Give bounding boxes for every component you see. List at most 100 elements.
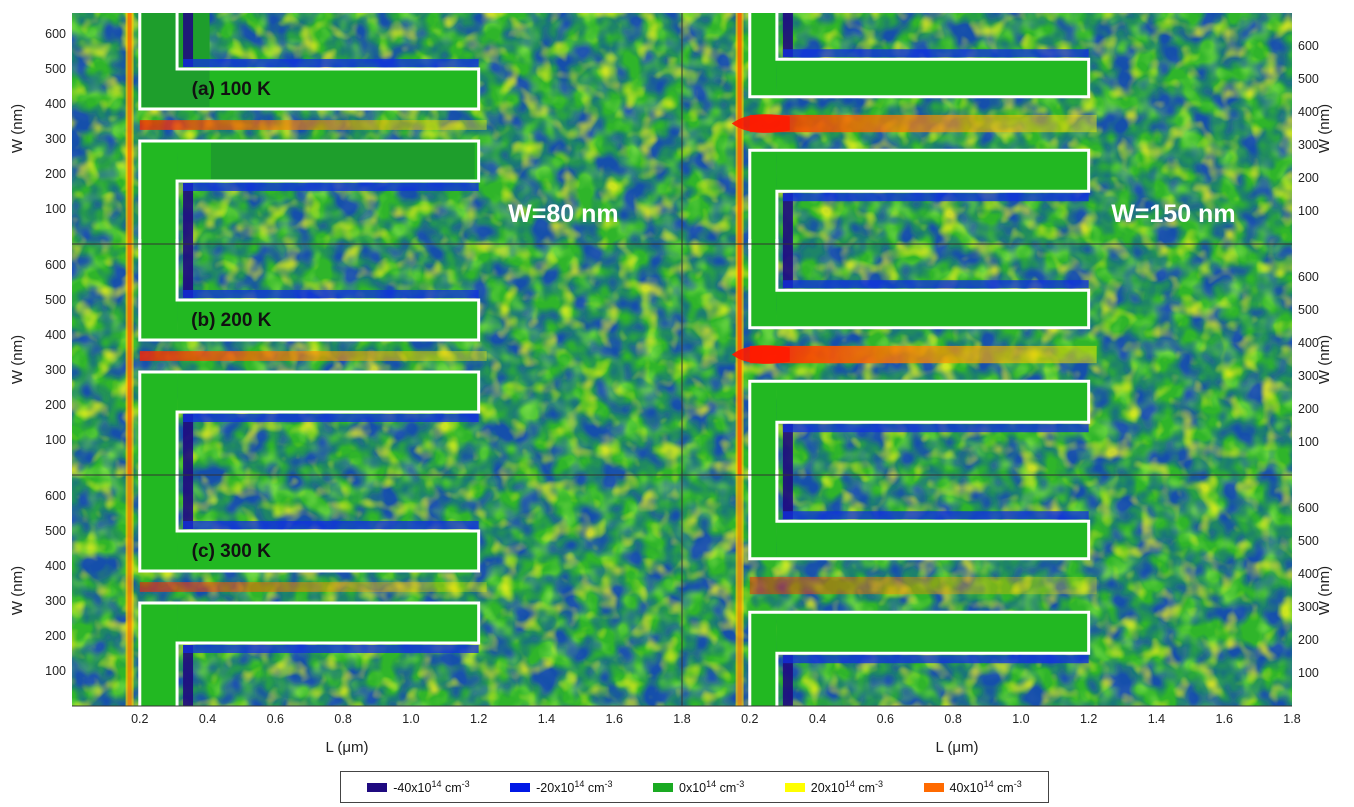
- gate-outline-upper: [748, 470, 1091, 561]
- heatmap-panel-c1p2: [682, 475, 1292, 706]
- y-tick-label: 300: [1298, 369, 1319, 383]
- gate-upper-left: [749, 13, 777, 97]
- y-tick-label: 600: [45, 258, 66, 272]
- x-axis-label: L (μm): [325, 739, 368, 756]
- gate-upper-left: [139, 475, 178, 571]
- depletion-edge: [183, 475, 194, 529]
- x-tick-label: 1.0: [402, 712, 419, 726]
- y-tick-label: 400: [45, 559, 66, 573]
- y-axis-label: W (nm): [1316, 335, 1333, 384]
- gate-lower-arm: [177, 372, 479, 412]
- x-tick-label: 1.8: [673, 712, 690, 726]
- gate-outline-lower: [138, 370, 481, 480]
- x-tick-label: 1.8: [1283, 712, 1300, 726]
- depletion-edge: [183, 13, 194, 67]
- gate-upper-arm: [177, 531, 479, 571]
- gate-outline-lower: [748, 379, 1091, 480]
- channel-hotline: [139, 582, 487, 592]
- x-tick-label: 0.6: [877, 712, 894, 726]
- x-tick-label: 1.6: [1216, 712, 1233, 726]
- edge-stripe-core: [737, 13, 742, 244]
- legend-label: -40x1014 cm-3: [393, 778, 470, 796]
- y-tick-label: 400: [1298, 567, 1319, 581]
- gate-lower-left: [139, 603, 178, 706]
- y-tick-label: 200: [45, 398, 66, 412]
- width-label: W=150 nm: [1111, 200, 1235, 228]
- legend-swatch: [923, 782, 944, 792]
- y-tick-label: 400: [45, 97, 66, 111]
- y-tick-label: 500: [1298, 72, 1319, 86]
- x-tick-label: 0.4: [809, 712, 826, 726]
- edge-stripe-core: [737, 475, 742, 706]
- gate-shade: [210, 143, 475, 179]
- heatmap-panel-c0p1: [72, 244, 682, 475]
- channel-hotline: [749, 345, 1097, 364]
- legend-item: 20x1014 cm-3: [784, 779, 883, 795]
- depletion-edge: [183, 414, 194, 475]
- y-axis-label: W (nm): [9, 104, 26, 153]
- y-axis-label: W (nm): [9, 566, 26, 615]
- gate-upper-arm: [177, 69, 479, 109]
- y-tick-label: 200: [1298, 402, 1319, 416]
- channel-hotline: [749, 576, 1097, 595]
- x-tick-label: 1.4: [538, 712, 555, 726]
- x-tick-label: 0.4: [199, 712, 216, 726]
- y-tick-label: 100: [45, 202, 66, 216]
- gate-upper-left: [749, 244, 777, 328]
- legend-item: 0x1014 cm-3: [653, 779, 744, 795]
- depletion-top: [782, 193, 1089, 202]
- depletion-edge: [782, 655, 793, 706]
- depletion-bottom: [183, 290, 479, 298]
- y-tick-label: 500: [45, 293, 66, 307]
- y-tick-label: 100: [1298, 204, 1319, 218]
- gate-lower-left: [749, 381, 777, 475]
- panel-label: (c) 300 K: [192, 541, 271, 562]
- x-tick-label: 0.2: [741, 712, 758, 726]
- depletion-edge: [782, 475, 793, 520]
- gate-lower-arm: [776, 150, 1089, 192]
- y-tick-label: 600: [45, 489, 66, 503]
- depletion-bottom: [183, 59, 479, 67]
- gate-outline-lower: [138, 601, 481, 711]
- x-tick-label: 1.0: [1012, 712, 1029, 726]
- y-tick-label: 600: [1298, 501, 1319, 515]
- x-tick-label: 1.6: [606, 712, 623, 726]
- gate-outline-lower: [748, 610, 1091, 711]
- x-tick-label: 0.8: [944, 712, 961, 726]
- edge-stripe-core: [127, 244, 132, 475]
- depletion-top: [782, 655, 1089, 664]
- legend-item: 40x1014 cm-3: [923, 779, 1022, 795]
- y-tick-label: 200: [45, 629, 66, 643]
- channel-hotline: [139, 351, 487, 361]
- depletion-top: [183, 645, 479, 653]
- width-label: W=80 nm: [508, 200, 618, 228]
- y-tick-label: 500: [45, 524, 66, 538]
- x-axis-label: L (μm): [935, 739, 978, 756]
- x-tick-label: 1.4: [1148, 712, 1165, 726]
- y-axis-label: W (nm): [1316, 566, 1333, 615]
- y-tick-label: 300: [45, 363, 66, 377]
- channel-hotline: [139, 120, 487, 130]
- y-tick-label: 500: [1298, 303, 1319, 317]
- legend-swatch: [784, 782, 805, 792]
- y-tick-label: 100: [1298, 666, 1319, 680]
- legend-item: -40x1014 cm-3: [367, 778, 470, 796]
- y-tick-label: 600: [1298, 270, 1319, 284]
- legend-swatch: [367, 782, 388, 792]
- depletion-edge: [183, 645, 194, 706]
- channel-spike: [731, 114, 790, 133]
- edge-stripe-core: [737, 244, 742, 475]
- x-tick-label: 0.8: [334, 712, 351, 726]
- panel-label: (a) 100 K: [192, 79, 271, 100]
- heatmap-panel-c1p0: [682, 13, 1292, 244]
- heatmap-panel-c1p1: [682, 244, 1292, 475]
- y-tick-label: 400: [1298, 336, 1319, 350]
- x-tick-label: 1.2: [470, 712, 487, 726]
- x-tick-label: 1.2: [1080, 712, 1097, 726]
- y-tick-label: 600: [45, 27, 66, 41]
- channel-hotline: [749, 114, 1097, 133]
- heatmap-panel-c0p0: [72, 13, 682, 244]
- y-tick-label: 100: [45, 664, 66, 678]
- depletion-edge: [183, 183, 194, 244]
- legend-swatch: [510, 782, 531, 792]
